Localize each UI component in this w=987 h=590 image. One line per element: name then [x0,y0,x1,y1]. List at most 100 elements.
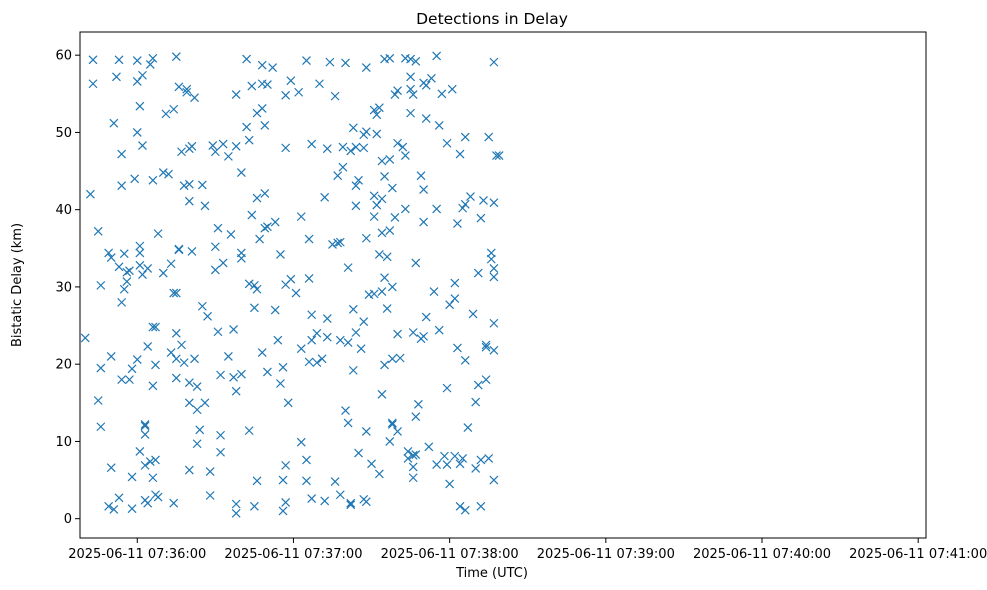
data-point [127,472,137,482]
data-point [151,322,160,332]
data-point [249,501,259,511]
data-point [361,426,371,436]
data-point [481,375,491,385]
data-point [276,379,285,388]
data-point [333,171,343,181]
data-point [460,132,470,142]
x-tick-label: 2025-06-11 07:39:00 [537,547,675,562]
data-point [135,447,145,456]
data-point [210,265,220,275]
data-point [140,460,150,470]
data-point [377,194,387,204]
data-point [335,237,345,247]
data-point [387,183,397,193]
data-point [286,274,296,284]
data-point [249,303,259,313]
data-point [406,72,416,82]
data-point [276,250,285,259]
data-point [453,219,462,229]
data-point [169,498,179,508]
data-point [255,234,265,244]
x-tick-label: 2025-06-11 07:40:00 [693,547,831,562]
data-point [387,418,397,428]
data-point [231,386,241,396]
data-point [236,253,246,263]
data-point [249,280,259,290]
plot-area [79,31,927,539]
data-point [484,454,494,463]
data-point [138,70,147,80]
data-point [88,55,98,65]
data-point [481,340,491,350]
data-point [346,498,356,508]
data-point [341,406,350,415]
data-point [445,479,455,489]
data-point [93,226,103,236]
data-point [257,348,267,358]
data-point [151,455,160,465]
data-point [382,252,392,262]
data-point [210,242,220,252]
data-point [96,422,106,432]
data-point [460,199,470,209]
data-point [489,198,499,208]
data-point [281,143,291,153]
data-point [312,358,322,368]
data-point [395,353,405,363]
data-point [372,200,382,210]
data-point [283,398,293,408]
data-point [432,51,442,61]
data-point [145,457,155,466]
x-axis: 2025-06-11 07:36:00 2025-06-11 07:37:00 20… [68,538,987,562]
data-point [210,147,220,157]
data-point [231,499,241,509]
data-point [361,127,371,137]
data-point [361,233,371,243]
data-point [122,277,132,286]
data-point [369,212,379,222]
data-point [114,493,124,503]
data-point [307,494,317,504]
data-point [242,122,252,132]
data-point [346,146,356,156]
data-point [328,240,337,249]
data-point [400,204,410,214]
data-point [294,87,304,97]
data-point [445,300,455,310]
data-point [236,168,246,178]
data-point [458,203,468,213]
data-point [403,447,413,456]
data-point [151,360,160,370]
data-point [231,508,241,518]
data-point [187,246,197,256]
data-point [171,52,181,62]
data-point [278,506,288,516]
data-point [218,258,228,268]
data-point [429,287,439,296]
x-tick-label: 2025-06-11 07:41:00 [849,547,987,562]
data-point [442,460,452,470]
data-point [408,473,418,483]
data-point [335,335,345,345]
data-point [385,53,395,63]
x-tick-label: 2025-06-11 07:38:00 [381,547,519,562]
data-point [377,228,387,238]
data-point [481,342,491,352]
data-point [153,229,163,239]
data-point [393,329,402,339]
data-point [96,280,106,290]
data-point [476,455,486,465]
x-axis-label: Time (UTC) [455,566,528,581]
data-point [132,77,142,86]
data-point [296,437,306,447]
data-point [361,63,371,72]
data-point [216,447,225,457]
x-tick-label: 2025-06-11 07:36:00 [68,547,206,562]
data-point [307,139,317,149]
data-point [174,244,184,254]
data-point [302,455,311,465]
data-point [479,195,488,205]
data-point [468,309,478,319]
data-point [281,498,291,507]
